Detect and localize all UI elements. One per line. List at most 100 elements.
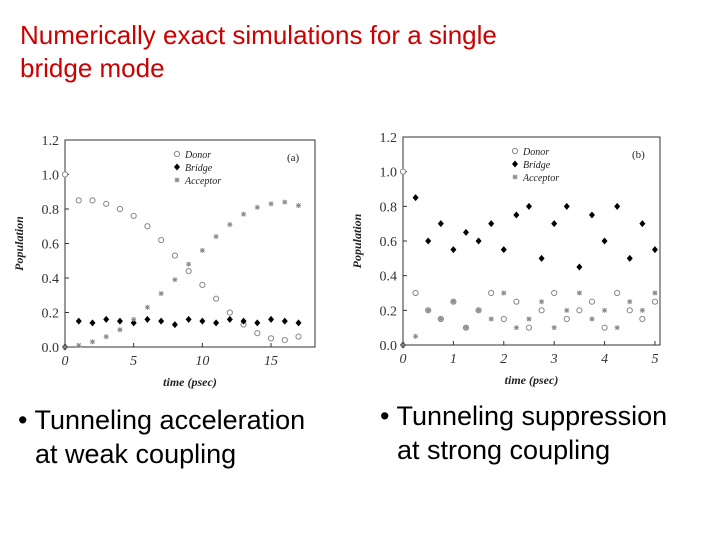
point (413, 333, 419, 339)
annotation: (b) (632, 149, 645, 161)
point (651, 246, 658, 254)
point (626, 254, 633, 262)
point (281, 337, 288, 344)
point (130, 212, 137, 219)
point (186, 261, 192, 267)
point (213, 319, 220, 327)
annotation: (a) (287, 152, 300, 164)
point (639, 315, 646, 323)
point (227, 222, 233, 228)
point (241, 211, 247, 217)
point (538, 254, 545, 262)
bullet: • Tunneling acceleration (18, 405, 305, 435)
point (652, 290, 658, 296)
y-tick-label: 0.8 (380, 200, 398, 215)
legend-label: Bridge (523, 160, 551, 171)
point (488, 289, 495, 297)
x-tick-label: 0 (400, 352, 407, 367)
y-tick-label: 0.2 (42, 307, 60, 322)
point (254, 330, 261, 337)
point (651, 298, 659, 305)
x-tick-label: 1 (450, 352, 457, 367)
point (268, 315, 275, 323)
point (463, 325, 469, 331)
y-axis-label: Population (350, 213, 364, 268)
point (639, 307, 645, 313)
point (174, 163, 180, 171)
point (76, 342, 82, 348)
legend-label: Acceptor (184, 176, 221, 187)
y-tick-label: 0.0 (380, 339, 398, 354)
point (551, 289, 558, 297)
bullet: at strong coupling (397, 435, 610, 465)
point (614, 289, 621, 297)
point (588, 298, 596, 305)
point (103, 200, 110, 207)
point (564, 307, 570, 313)
point (295, 333, 302, 340)
point (185, 315, 192, 323)
point (296, 203, 302, 209)
point (425, 237, 432, 245)
point (511, 147, 519, 155)
point (172, 277, 178, 283)
point (240, 317, 247, 325)
y-tick-label: 0.6 (42, 238, 60, 253)
point (295, 319, 302, 327)
bullet: • Tunneling suppression (380, 401, 667, 431)
bullet: at weak coupling (35, 439, 236, 469)
point (185, 268, 192, 275)
point (450, 246, 457, 254)
legend-label: Bridge (185, 163, 213, 174)
point (199, 247, 205, 253)
point (144, 223, 151, 230)
point (62, 344, 68, 350)
point (513, 298, 520, 305)
point (158, 317, 165, 325)
point (501, 290, 507, 296)
point (462, 228, 469, 236)
point (254, 319, 261, 327)
point (61, 171, 69, 178)
point (589, 316, 595, 322)
point (282, 199, 288, 205)
point (602, 307, 608, 313)
point (199, 281, 206, 288)
point (412, 289, 419, 297)
point (400, 342, 406, 348)
point (437, 220, 444, 228)
point (512, 160, 518, 168)
point (500, 315, 507, 323)
point (412, 194, 419, 202)
point (551, 325, 557, 331)
point (526, 316, 532, 322)
x-tick-label: 10 (195, 354, 209, 369)
y-tick-label: 0.0 (42, 341, 60, 356)
point (281, 317, 288, 325)
slide-title: bridge mode (20, 53, 165, 83)
point (399, 168, 407, 175)
point (268, 201, 274, 207)
point (576, 263, 583, 271)
point (539, 299, 545, 305)
point (576, 290, 582, 296)
point (158, 291, 164, 297)
y-tick-label: 0.6 (380, 235, 398, 250)
point (525, 202, 532, 210)
point (254, 204, 260, 210)
point (626, 307, 633, 314)
point (576, 307, 583, 314)
point (158, 236, 165, 244)
point (171, 252, 178, 259)
y-tick-label: 1.2 (42, 134, 60, 149)
point (425, 307, 431, 313)
point (103, 334, 109, 340)
point (538, 307, 545, 314)
point (500, 246, 507, 254)
point (525, 324, 533, 331)
point (174, 177, 180, 183)
point (588, 211, 595, 219)
point (627, 299, 633, 305)
point (103, 315, 110, 323)
point (513, 211, 520, 219)
